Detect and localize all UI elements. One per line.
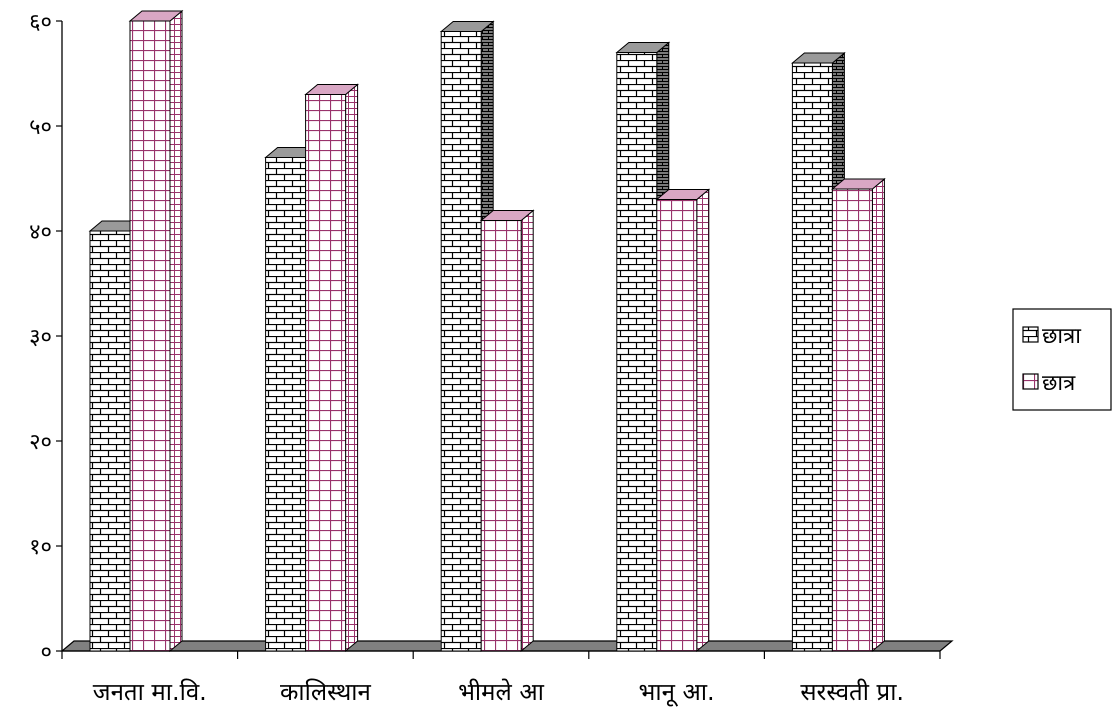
y-tick-label: १० <box>29 535 52 560</box>
y-tick-label: २० <box>29 430 52 455</box>
bar-front <box>129 20 171 652</box>
bar-front <box>616 52 658 652</box>
legend: छात्रा छात्र <box>1012 308 1112 411</box>
bar-1-3 <box>655 188 711 653</box>
bar-top <box>831 178 886 190</box>
x-category-label: सरस्वती प्रा. <box>800 678 904 706</box>
bar-front <box>305 94 347 652</box>
x-category-label: भीमले आ <box>458 678 544 706</box>
y-tick-label: ४० <box>29 220 52 245</box>
bar-side <box>169 9 183 653</box>
bar-top <box>615 42 671 53</box>
legend-item-1: छात्र <box>1022 371 1076 396</box>
bar-front <box>440 31 482 652</box>
bar-front <box>89 230 131 652</box>
bar-side <box>871 177 885 653</box>
x-category-label: कालिस्थान <box>280 678 372 706</box>
bar-front <box>265 157 307 652</box>
bar-front <box>656 199 698 652</box>
y-tick-label: ० <box>41 640 52 665</box>
bar-front <box>791 62 833 652</box>
bar-top <box>791 52 846 64</box>
legend-label-1: छात्र <box>1042 371 1076 396</box>
bars <box>88 9 886 653</box>
bar-front <box>831 188 873 652</box>
legend-item-0: छात्रा <box>1022 324 1081 349</box>
legend-box <box>1012 308 1112 411</box>
legend-label-0: छात्रा <box>1042 324 1081 349</box>
bar-front <box>480 220 522 652</box>
bar-1-0 <box>128 9 184 653</box>
bar-side <box>696 188 710 653</box>
bar-top <box>304 84 359 95</box>
legend-swatch-0 <box>1022 326 1039 343</box>
bar-1-2 <box>479 209 535 653</box>
y-axis-tick-labels: ० १० २० ३० ४० ५० ६० <box>29 10 52 665</box>
x-axis-category-labels: जनता मा.वि. कालिस्थान भीमले आ भानू आ. सरस्वत… <box>93 678 904 707</box>
legend-swatch-1 <box>1022 373 1039 390</box>
bar-top <box>479 210 535 221</box>
y-tick-label: ६० <box>29 10 52 35</box>
y-tick-label: ५० <box>29 115 52 140</box>
x-category-label: भानू आ. <box>638 678 714 707</box>
bar-1-1 <box>304 83 359 653</box>
bar-top <box>655 189 711 200</box>
bar-1-4 <box>831 177 886 653</box>
bar-top <box>439 21 495 32</box>
x-category-label: जनता मा.वि. <box>93 678 207 706</box>
y-tick-label: ३० <box>29 325 52 350</box>
bar-top <box>128 10 184 22</box>
bar-side <box>520 209 534 653</box>
bar-side <box>345 83 359 653</box>
